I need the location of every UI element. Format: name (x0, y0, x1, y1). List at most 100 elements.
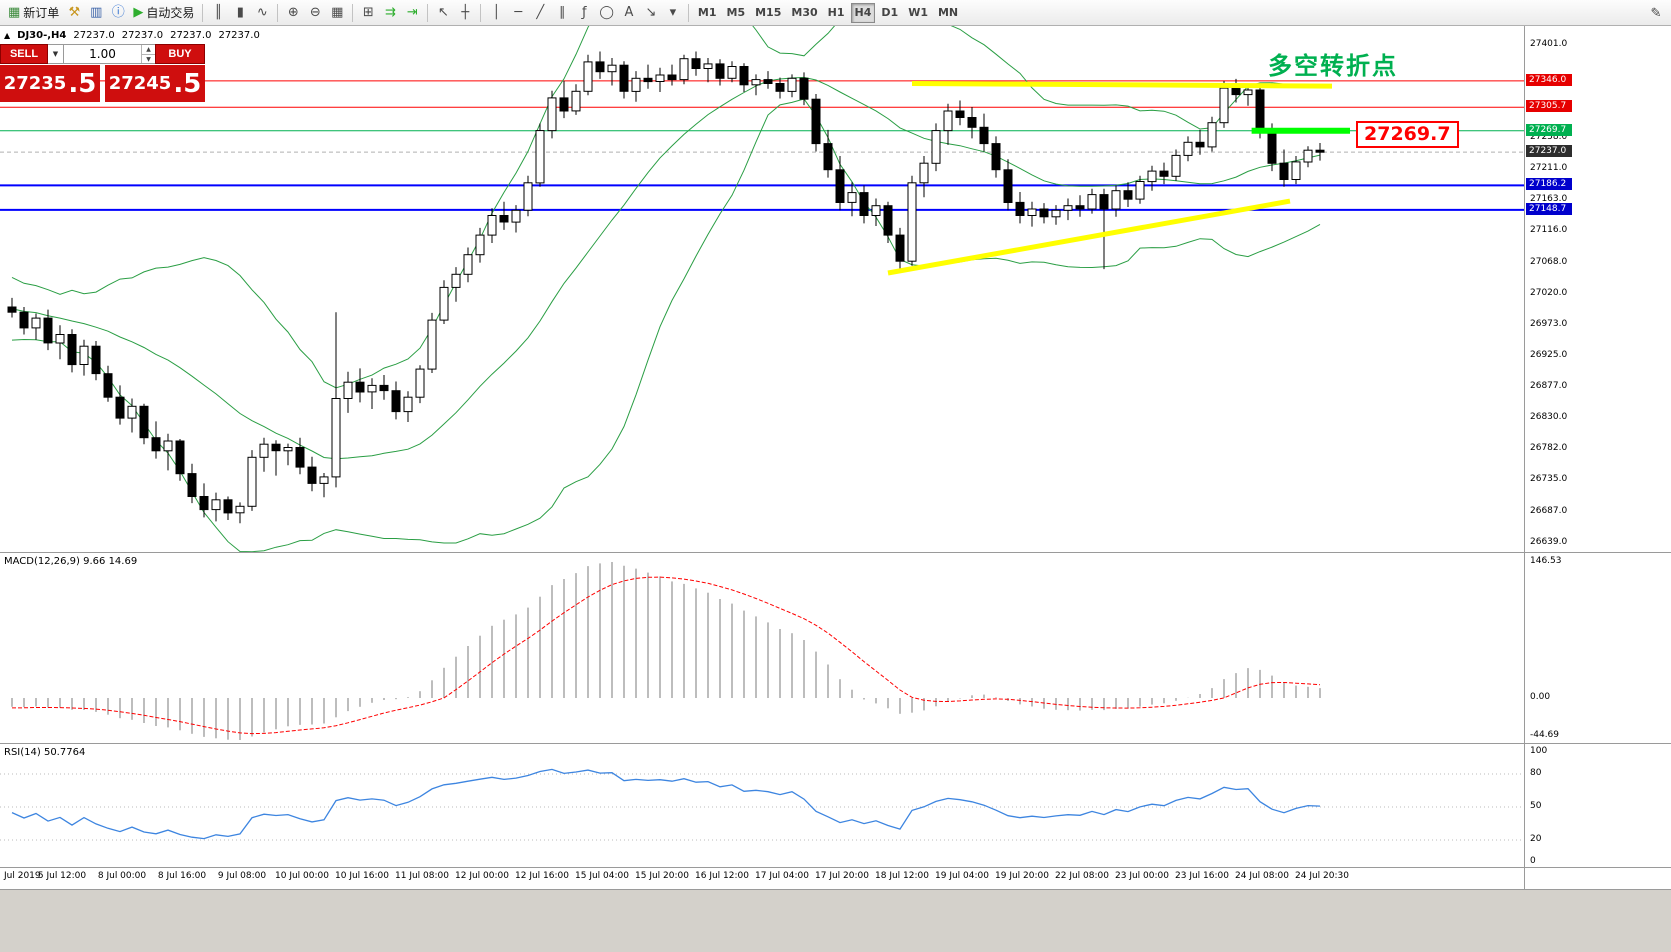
candle-body (967, 117, 977, 128)
metaeditor-button[interactable]: ⚒ (63, 2, 85, 24)
zoom-in-icon: ⊕ (287, 5, 299, 20)
fibonacci-button[interactable]: ƒ (573, 2, 595, 24)
autotrading-button[interactable]: ▶ 自动交易 (129, 2, 198, 24)
timeframe-m1-button[interactable]: M1 (697, 6, 717, 19)
candle-body (559, 97, 569, 112)
volume-input[interactable] (64, 45, 141, 63)
rsi-line (11, 768, 1321, 840)
candle-body (583, 61, 593, 92)
metaeditor-icon: ⚒ (68, 5, 81, 20)
candle-body (715, 63, 725, 79)
candle-body (1231, 87, 1241, 96)
zoom-out-button[interactable]: ⊖ (304, 2, 326, 24)
arrow-objects-button[interactable]: ↘ (640, 2, 662, 24)
tile-windows-button[interactable]: ⊞ (357, 2, 379, 24)
candle-body (451, 273, 461, 288)
rising-yellow-trendline[interactable] (887, 198, 1291, 276)
line-chart-mode-button[interactable]: ∿ (251, 2, 273, 24)
macd-axis-label: 146.53 (1530, 556, 1562, 566)
candle-body (619, 64, 629, 92)
price-tick-label: 27401.0 (1530, 38, 1568, 49)
candle-body (1171, 154, 1181, 177)
timeframe-h1-button[interactable]: H1 (827, 6, 845, 19)
objects-dropdown-button[interactable]: ▾ (662, 2, 684, 24)
price-axis[interactable]: 27401.0 27258.0 27211.0 27163.0 27116.0 27068… (1526, 0, 1671, 889)
indicators-icon: ▦ (331, 5, 344, 20)
buy-price-button[interactable]: 27245 .5 (105, 65, 205, 102)
candle-body (1099, 194, 1109, 210)
timeframe-d1-button[interactable]: D1 (881, 6, 899, 19)
timeframe-w1-button[interactable]: W1 (908, 6, 928, 19)
volume-spinner: ▲ ▼ (141, 45, 155, 63)
candle-body (523, 182, 533, 211)
candle-body (739, 66, 749, 86)
chevron-down-icon: ▼ (52, 50, 59, 58)
price-tick-label: 27211.0 (1530, 163, 1568, 174)
candle-body (931, 130, 941, 164)
timeframe-m15-button[interactable]: M15 (755, 6, 782, 19)
candle-body (1267, 131, 1277, 164)
market-watch-button[interactable]: ▥ (85, 2, 107, 24)
candle-body (127, 405, 137, 419)
vertical-line-button[interactable]: │ (485, 2, 507, 24)
spin-up-icon[interactable]: ▲ (142, 45, 155, 55)
upper-yellow-trendline[interactable] (911, 81, 1333, 89)
time-axis-label: 8 Jul 16:00 (157, 871, 207, 881)
arrow-objects-icon: ↘ (645, 5, 657, 20)
price-tick-label: 26782.0 (1530, 443, 1568, 454)
toolbar-separator (202, 3, 204, 22)
crosshair-button[interactable]: ┼ (454, 2, 476, 24)
timeframe-mn-button[interactable]: MN (937, 6, 959, 19)
timeframe-m5-button[interactable]: M5 (726, 6, 746, 19)
candle-body (199, 496, 209, 511)
new-order-button[interactable]: ▦ 新订单 (4, 2, 63, 24)
candle-body (487, 215, 497, 236)
buy-button[interactable]: BUY (155, 44, 205, 64)
candle-body (463, 254, 473, 275)
candle-body (895, 234, 905, 262)
indicators-button[interactable]: ▦ (326, 2, 348, 24)
candle-body (1135, 181, 1145, 200)
candle-body (139, 405, 149, 439)
rsi-axis-label: 0 (1530, 856, 1536, 866)
candlestick-mode-button[interactable]: ▮ (229, 2, 251, 24)
price-callout[interactable]: 27269.7 (1356, 121, 1459, 148)
turning-point-annotation[interactable]: 多空转折点 (1268, 52, 1398, 80)
ohlc-readout: ▲ DJ30-,H4 27237.0 27237.0 27237.0 27237… (4, 30, 260, 41)
text-label-button[interactable]: A (618, 2, 640, 24)
candle-body (703, 63, 713, 70)
trend-line-icon: ╱ (536, 5, 545, 20)
edit-chart-button[interactable]: ✎ (1645, 2, 1667, 24)
candle-body (607, 64, 617, 73)
price-tick-label: 27258.0 (1530, 132, 1568, 143)
equidistant-channel-button[interactable]: ∥ (551, 2, 573, 24)
auto-scroll-button[interactable]: ⇉ (379, 2, 401, 24)
bar-chart-mode-button[interactable]: ║ (207, 2, 229, 24)
candle-body (799, 77, 809, 100)
candle-body (19, 311, 29, 329)
timeframe-h4-button[interactable]: H4 (850, 2, 876, 23)
price-tick-label: 26973.0 (1530, 318, 1568, 329)
price-tick-label: 27068.0 (1530, 256, 1568, 267)
timeframe-m30-button[interactable]: M30 (791, 6, 818, 19)
shapes-button[interactable]: ◯ (595, 2, 618, 24)
zoom-in-button[interactable]: ⊕ (282, 2, 304, 24)
time-axis[interactable]: Jul 2019 5 Jul 12:00 8 Jul 00:00 8 Jul 16:0… (0, 871, 1524, 886)
spin-down-icon[interactable]: ▼ (146, 56, 151, 63)
volume-preset-dropdown[interactable]: ▼ (48, 44, 64, 64)
candle-body (439, 286, 449, 321)
trend-line-button[interactable]: ╱ (529, 2, 551, 24)
chart-shift-button[interactable]: ⇥ (401, 2, 423, 24)
horizontal-line-button[interactable]: ─ (507, 2, 529, 24)
rsi-indicator-label: RSI(14) 50.7764 (4, 747, 86, 758)
candle-body (415, 368, 425, 398)
macd-signal-line (11, 576, 1321, 735)
sell-button[interactable]: SELL (0, 44, 48, 64)
toolbar-separator (427, 3, 429, 22)
navigator-button[interactable]: ⓘ (107, 2, 129, 24)
cursor-button[interactable]: ↖ (432, 2, 454, 24)
sell-price-button[interactable]: 27235 .5 (0, 65, 100, 102)
candle-body (1075, 205, 1085, 210)
